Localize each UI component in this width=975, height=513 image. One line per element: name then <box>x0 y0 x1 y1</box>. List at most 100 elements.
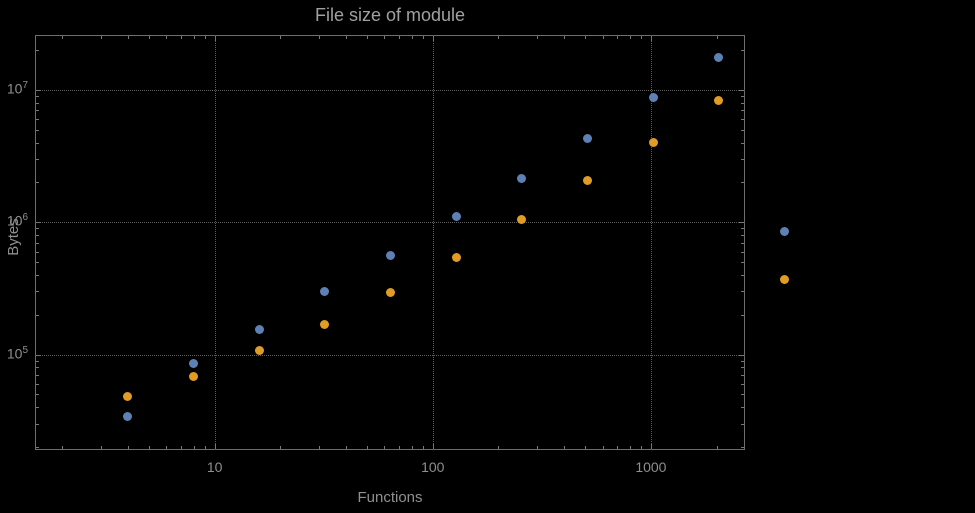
tick-mark <box>127 36 129 39</box>
tick-mark <box>36 159 39 161</box>
tick-mark <box>399 446 401 449</box>
tick-mark <box>741 274 744 276</box>
data-point-series-orange <box>517 214 527 224</box>
tick-mark <box>741 242 744 244</box>
tick-mark <box>741 228 744 230</box>
tick-mark <box>741 110 744 112</box>
tick-mark <box>166 36 168 39</box>
tick-mark <box>346 446 347 449</box>
gridline-horizontal <box>35 89 745 91</box>
data-point-series-blue <box>320 286 330 296</box>
tick-mark <box>367 36 369 39</box>
tick-mark <box>280 36 282 39</box>
data-point-series-orange <box>583 176 592 186</box>
data-point-series-orange <box>123 392 133 402</box>
data-point-series-orange <box>189 372 199 382</box>
x-tick-label: 10 <box>206 459 223 475</box>
tick-mark <box>367 446 369 449</box>
tick-mark <box>411 36 413 39</box>
tick-mark <box>36 102 39 104</box>
tick-mark <box>180 446 182 449</box>
tick-mark <box>384 446 386 449</box>
tick-mark <box>741 235 744 237</box>
tick-mark <box>318 36 320 39</box>
gridline-horizontal <box>35 222 745 224</box>
y-tick-label: 107 <box>6 79 28 97</box>
gridline-horizontal <box>35 354 745 356</box>
data-point-series-blue <box>123 412 133 422</box>
tick-mark <box>741 129 744 131</box>
tick-mark <box>585 36 587 39</box>
tick-mark <box>716 446 718 449</box>
data-point-series-blue <box>714 53 724 63</box>
tick-mark <box>741 367 744 369</box>
tick-mark <box>741 423 744 425</box>
tick-mark <box>204 36 206 39</box>
data-point-series-blue <box>386 251 396 261</box>
tick-mark <box>716 36 718 39</box>
tick-mark <box>214 36 216 41</box>
tick-mark <box>384 36 386 39</box>
gridline-vertical <box>650 35 652 450</box>
plot-area <box>35 35 745 450</box>
data-point-series-orange <box>648 138 658 148</box>
tick-mark <box>36 314 39 316</box>
tick-mark <box>36 274 39 276</box>
data-point-series-orange <box>451 253 461 263</box>
tick-mark <box>193 36 195 39</box>
tick-mark <box>36 110 39 112</box>
tick-mark <box>617 36 619 39</box>
tick-mark <box>62 36 64 39</box>
tick-mark <box>318 446 320 449</box>
tick-mark <box>149 446 151 449</box>
tick-mark <box>36 262 39 264</box>
tick-mark <box>36 235 39 237</box>
tick-mark <box>602 446 604 449</box>
data-point-series-orange <box>254 345 264 355</box>
data-point-series-blue <box>779 227 789 237</box>
tick-mark <box>36 142 39 144</box>
tick-mark <box>36 228 39 230</box>
data-point-series-blue <box>648 92 658 102</box>
tick-mark <box>564 36 566 39</box>
tick-mark <box>650 444 652 449</box>
tick-mark <box>741 50 744 52</box>
tick-mark <box>536 36 538 39</box>
tick-mark <box>741 291 744 293</box>
tick-mark <box>741 360 744 362</box>
tick-mark <box>149 36 151 39</box>
x-axis-label: Functions <box>357 489 423 506</box>
tick-mark <box>741 375 744 377</box>
data-point-series-orange <box>320 319 330 329</box>
y-tick-label: 106 <box>6 212 28 229</box>
data-point-series-orange <box>386 287 396 297</box>
tick-mark <box>741 314 744 316</box>
tick-mark <box>62 446 64 449</box>
tick-mark <box>564 446 566 449</box>
tick-mark <box>739 354 744 356</box>
tick-mark <box>741 182 744 184</box>
data-point-series-blue <box>451 212 461 222</box>
tick-mark <box>741 251 744 253</box>
tick-mark <box>36 251 39 253</box>
data-point-series-blue <box>254 324 264 334</box>
tick-mark <box>617 446 619 449</box>
tick-mark <box>36 375 39 377</box>
tick-mark <box>640 36 642 39</box>
gridline-vertical <box>432 35 434 450</box>
tick-mark <box>127 446 129 449</box>
tick-mark <box>650 36 652 41</box>
data-point-series-orange <box>779 274 789 284</box>
data-point-series-blue <box>189 359 199 369</box>
data-point-series-blue <box>517 173 527 183</box>
tick-mark <box>629 446 631 449</box>
tick-mark <box>36 423 39 425</box>
tick-mark <box>280 446 282 449</box>
tick-mark <box>36 129 39 131</box>
tick-mark <box>36 367 39 369</box>
tick-mark <box>193 446 195 449</box>
tick-mark <box>36 119 39 121</box>
tick-mark <box>180 36 182 39</box>
tick-mark <box>36 95 39 97</box>
